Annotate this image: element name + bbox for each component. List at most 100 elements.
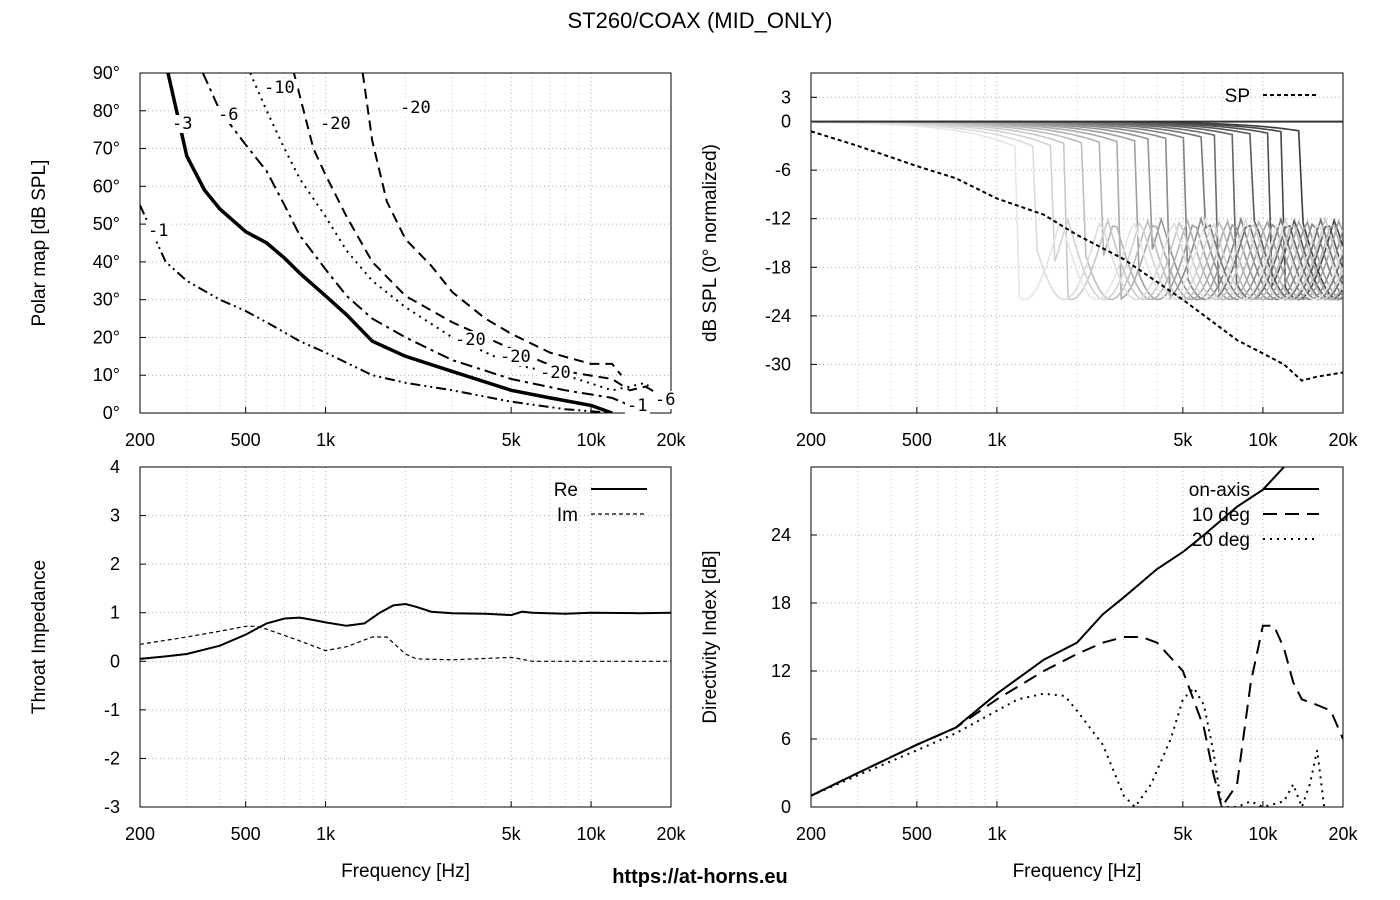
y-axis-label: Directivity Index [dB] [700, 550, 721, 723]
contour-label: -20 [400, 98, 431, 118]
x-tick-label: 500 [902, 824, 932, 844]
contour-label-bg [262, 79, 298, 97]
x-tick-label: 10k [577, 824, 607, 844]
x-tick-label: 5k [1173, 430, 1193, 450]
y-tick-label: 2 [110, 554, 120, 574]
contour-label-bg [625, 397, 650, 415]
legend-label-re: Re [554, 480, 578, 501]
y-tick-label: -18 [765, 257, 791, 277]
y-tick-label: 40° [93, 252, 120, 272]
y-tick-label: 12 [771, 661, 791, 681]
x-tick-label: 200 [125, 824, 155, 844]
y-tick-label: 90° [93, 63, 120, 83]
y-tick-label: -6 [775, 160, 791, 180]
contour-label-bg [653, 391, 678, 409]
x-tick-label: 10k [1248, 824, 1278, 844]
off-axis-curve [811, 121, 1343, 301]
x-tick-label: 200 [796, 824, 826, 844]
series-line-20-b [361, 73, 623, 376]
contour-label-bg [318, 115, 354, 133]
y-tick-label: -3 [104, 797, 120, 817]
series-line-10-deg [811, 624, 1343, 807]
x-axis-label: Frequency [Hz] [1013, 861, 1142, 882]
x-tick-label: 20k [1328, 430, 1358, 450]
x-tick-label: 1k [316, 824, 336, 844]
contour-label: -20 [500, 347, 531, 367]
contour-label: -20 [540, 363, 571, 383]
x-tick-label: 5k [1173, 824, 1193, 844]
x-tick-label: 200 [125, 430, 155, 450]
x-tick-label: 10k [577, 430, 607, 450]
series-line-im [140, 625, 671, 662]
legend-label-20-deg: 20 deg [1192, 530, 1250, 551]
source-url: https://at-horns.eu [612, 866, 788, 888]
x-tick-label: 500 [231, 430, 261, 450]
y-tick-label: -24 [765, 306, 791, 326]
x-tick-label: 20k [656, 824, 686, 844]
x-tick-label: 1k [987, 430, 1007, 450]
contour-label-bg [170, 115, 195, 133]
series-line-re [140, 602, 671, 660]
series-line-6 [201, 73, 671, 407]
off-axis-curve [811, 121, 1343, 301]
y-tick-label: 0° [103, 403, 120, 423]
contour-label-bg [498, 348, 534, 366]
y-tick-label: 0 [781, 797, 791, 817]
chart-title: ST260/COAX (MID_ONLY) [567, 8, 833, 33]
y-tick-label: -2 [104, 748, 120, 768]
contour-label-bg [146, 222, 171, 240]
directivity-index-panel: 200 500 1k 5k 10k 20k 0 6 12 18 24 Directivity Inde… [700, 466, 1359, 882]
y-tick-label: 80° [93, 101, 120, 121]
contour-label: -20 [320, 114, 351, 134]
x-tick-label: 500 [902, 430, 932, 450]
contour-label: -6 [218, 105, 238, 125]
plot-frame [139, 466, 672, 808]
y-tick-label: 3 [781, 87, 791, 107]
y-axis-label: dB SPL (0° normalized) [700, 144, 721, 342]
contour-label-bg [453, 331, 489, 349]
x-axis-label: Frequency [Hz] [341, 861, 470, 882]
series-line-20-a [292, 73, 660, 395]
y-tick-label: 60° [93, 176, 120, 196]
polar-map-panel: 200 500 1k 5k 10k 20k 0° 10° 20° 30° 40° 50° 60° 70° 8… [29, 63, 687, 450]
plot-frame [810, 466, 1344, 808]
plot-frame [810, 72, 1344, 414]
series-line-1 [140, 204, 613, 413]
normalized-spl-panel: 200 500 1k 5k 10k 20k 3 0 -6 -12 -18 -24 -30 dB SPL (… [700, 72, 1359, 450]
y-tick-label: -30 [765, 354, 791, 374]
y-tick-label: -12 [765, 209, 791, 229]
series-line-on-axis [811, 467, 1285, 797]
contour-label-bg [216, 106, 241, 124]
y-tick-label: -1 [104, 700, 120, 720]
y-tick-label: 3 [110, 506, 120, 526]
y-tick-label: 18 [771, 593, 791, 613]
x-tick-label: 20k [1328, 824, 1358, 844]
y-tick-label: 24 [771, 525, 791, 545]
x-tick-label: 200 [796, 430, 826, 450]
y-tick-label: 30° [93, 290, 120, 310]
x-tick-label: 500 [231, 824, 261, 844]
contour-label: -1 [148, 221, 168, 241]
y-tick-label: 4 [110, 457, 120, 477]
y-tick-label: 10° [93, 365, 120, 385]
throat-impedance-panel: 200 500 1k 5k 10k 20k 4 3 2 1 0 -1 -2 -3 Throat Impeda… [29, 457, 687, 882]
x-tick-label: 5k [502, 824, 522, 844]
contour-label-bg [538, 364, 574, 382]
legend-label-on-axis: on-axis [1189, 480, 1250, 501]
y-tick-label: 0 [110, 651, 120, 671]
x-tick-label: 10k [1248, 430, 1278, 450]
y-tick-label: 0 [781, 112, 791, 132]
y-tick-label: 70° [93, 139, 120, 159]
x-tick-label: 1k [316, 430, 336, 450]
contour-label: -1 [627, 396, 647, 416]
y-tick-label: 50° [93, 214, 120, 234]
contour-label: -3 [172, 114, 192, 134]
x-tick-label: 20k [656, 430, 686, 450]
x-tick-label: 5k [502, 430, 522, 450]
contour-label: -6 [655, 390, 675, 410]
legend-label-sp: SP [1225, 86, 1250, 107]
y-axis-label: Polar map [dB SPL] [29, 160, 50, 327]
x-tick-label: 1k [987, 824, 1007, 844]
contour-label: -10 [264, 78, 295, 98]
